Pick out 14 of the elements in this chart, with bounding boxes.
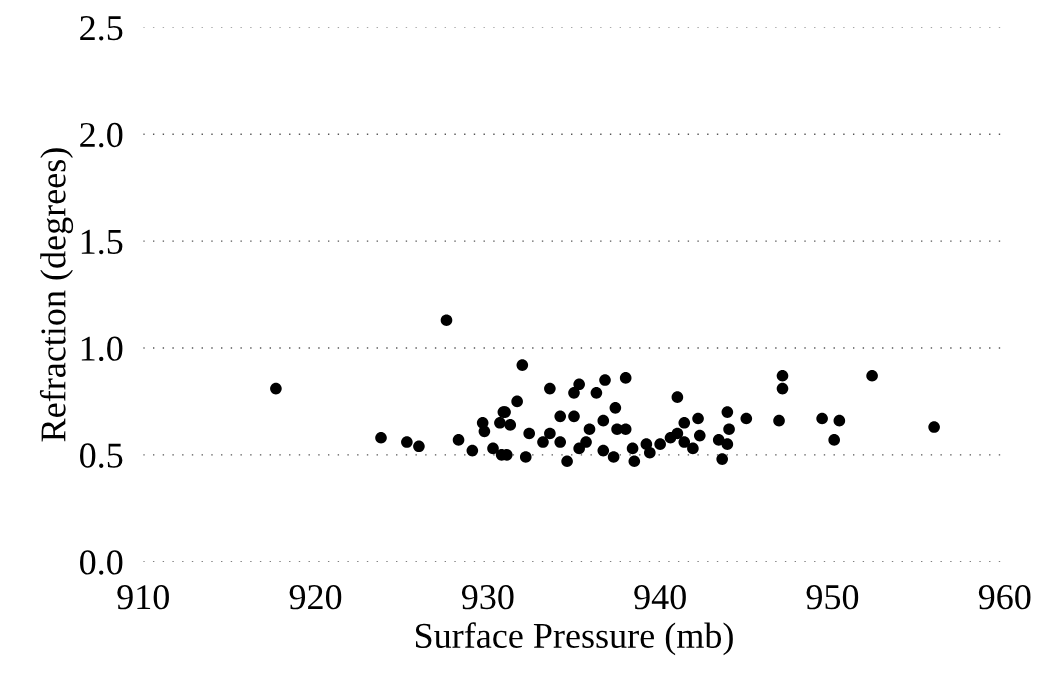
x-tick-label: 960 [978,584,1031,610]
y-tick-label: 1.5 [81,229,123,255]
y-tick-label: 0.0 [80,550,123,575]
y-tick-label: 1.0 [81,336,123,362]
y-tick-label: 2.0 [80,122,123,148]
x-tick-label: 910 [117,584,169,610]
x-axis-title: Surface Pressure (mb) [415,622,733,656]
x-tick-label: 920 [289,584,342,610]
y-tick-label: 0.5 [80,443,123,468]
x-tick-label: 950 [806,584,859,610]
x-tick-label: 940 [634,584,686,610]
y-axis-title: Refraction (degrees) [39,148,74,442]
x-tick-label: 930 [461,584,514,610]
y-tick-label: 2.5 [80,16,123,41]
